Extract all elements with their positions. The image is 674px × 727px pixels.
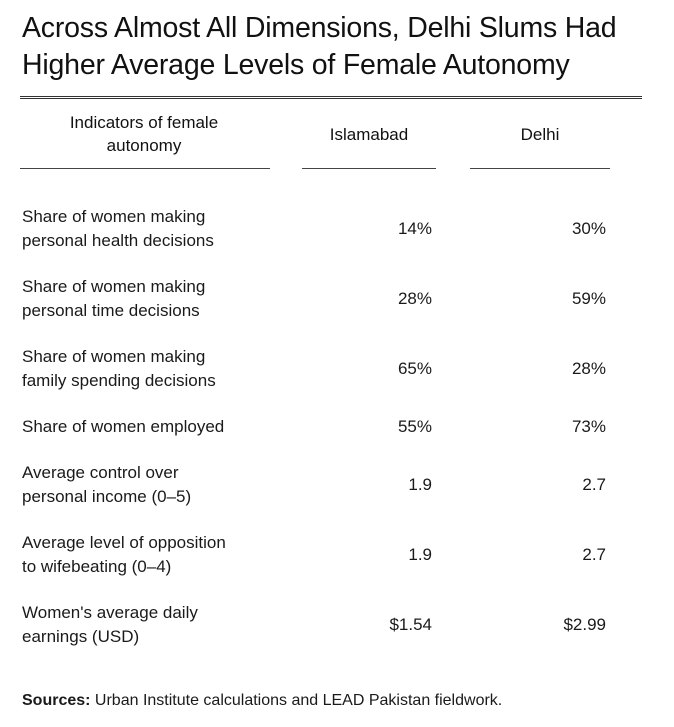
- cell-delhi: 73%: [571, 417, 606, 436]
- source-note: Sources: Urban Institute calculations an…: [22, 690, 502, 712]
- row-label: Average control over personal income (0–5…: [22, 461, 292, 509]
- chart-title-line-2: Higher Average Levels of Female Autonomy: [22, 49, 570, 81]
- row-label-line: family spending decisions: [22, 371, 216, 390]
- row-label-line: earnings (USD): [22, 627, 140, 646]
- cell-islamabad: 14%: [397, 219, 432, 238]
- cell-delhi: 28%: [571, 359, 606, 378]
- cell-delhi: 2.7: [582, 475, 606, 494]
- row-label-line: Share of women making: [22, 207, 206, 226]
- header-underline-delhi: [470, 168, 610, 169]
- cell-islamabad: 28%: [397, 289, 432, 308]
- row-label: Share of women making personal time decis…: [22, 275, 292, 323]
- source-label: Sources:: [22, 692, 91, 709]
- column-header-indicator: Indicators of female autonomy: [24, 111, 264, 157]
- row-label-line: Average control over: [22, 463, 179, 482]
- cell-islamabad: 1.9: [408, 545, 432, 564]
- row-label-line: personal time decisions: [22, 301, 200, 320]
- title-divider: [20, 96, 642, 99]
- cell-delhi: $2.99: [563, 615, 606, 634]
- row-label: Share of women making personal health dec…: [22, 205, 292, 253]
- cell-islamabad: 1.9: [408, 475, 432, 494]
- table-row: Average control over personal income (0–5…: [0, 461, 674, 509]
- cell-islamabad: $1.54: [389, 615, 432, 634]
- row-label-line: personal income (0–5): [22, 487, 192, 506]
- row-label-line: Share of women employed: [22, 417, 225, 436]
- chart-title: Across Almost All Dimensions, Delhi Slum…: [22, 10, 662, 84]
- header-underline-indicator: [20, 168, 270, 169]
- cell-delhi: 30%: [571, 219, 606, 238]
- column-header-indicator-line-1: Indicators of female: [69, 113, 219, 132]
- column-header-delhi: Delhi: [520, 125, 560, 144]
- source-text: Urban Institute calculations and LEAD Pa…: [90, 692, 503, 709]
- cell-delhi: 59%: [571, 289, 606, 308]
- column-header-indicator-line-2: autonomy: [106, 136, 182, 155]
- table-row: Average level of opposition to wifebeatin…: [0, 531, 674, 579]
- table-row: Share of women employed 55% 73%: [0, 415, 674, 439]
- row-label-line: Share of women making: [22, 347, 206, 366]
- row-label-line: to wifebeating (0–4): [22, 557, 172, 576]
- cell-delhi: 2.7: [582, 545, 606, 564]
- row-label-line: Share of women making: [22, 277, 206, 296]
- row-label: Share of women making family spending dec…: [22, 345, 292, 393]
- table-row: Share of women making personal time decis…: [0, 275, 674, 323]
- header-underline-islamabad: [302, 168, 436, 169]
- row-label: Share of women employed: [22, 415, 292, 439]
- chart-title-line-1: Across Almost All Dimensions, Delhi Slum…: [22, 12, 617, 44]
- row-label: Women's average daily earnings (USD): [22, 601, 292, 649]
- table-row: Share of women making personal health dec…: [0, 205, 674, 253]
- column-header-islamabad: Islamabad: [329, 125, 409, 144]
- cell-islamabad: 65%: [397, 359, 432, 378]
- row-label-line: personal health decisions: [22, 231, 214, 250]
- row-label-line: Women's average daily: [22, 603, 198, 622]
- table-row: Women's average daily earnings (USD) $1.54…: [0, 601, 674, 649]
- row-label: Average level of opposition to wifebeatin…: [22, 531, 292, 579]
- cell-islamabad: 55%: [397, 417, 432, 436]
- row-label-line: Average level of opposition: [22, 533, 226, 552]
- table-row: Share of women making family spending dec…: [0, 345, 674, 393]
